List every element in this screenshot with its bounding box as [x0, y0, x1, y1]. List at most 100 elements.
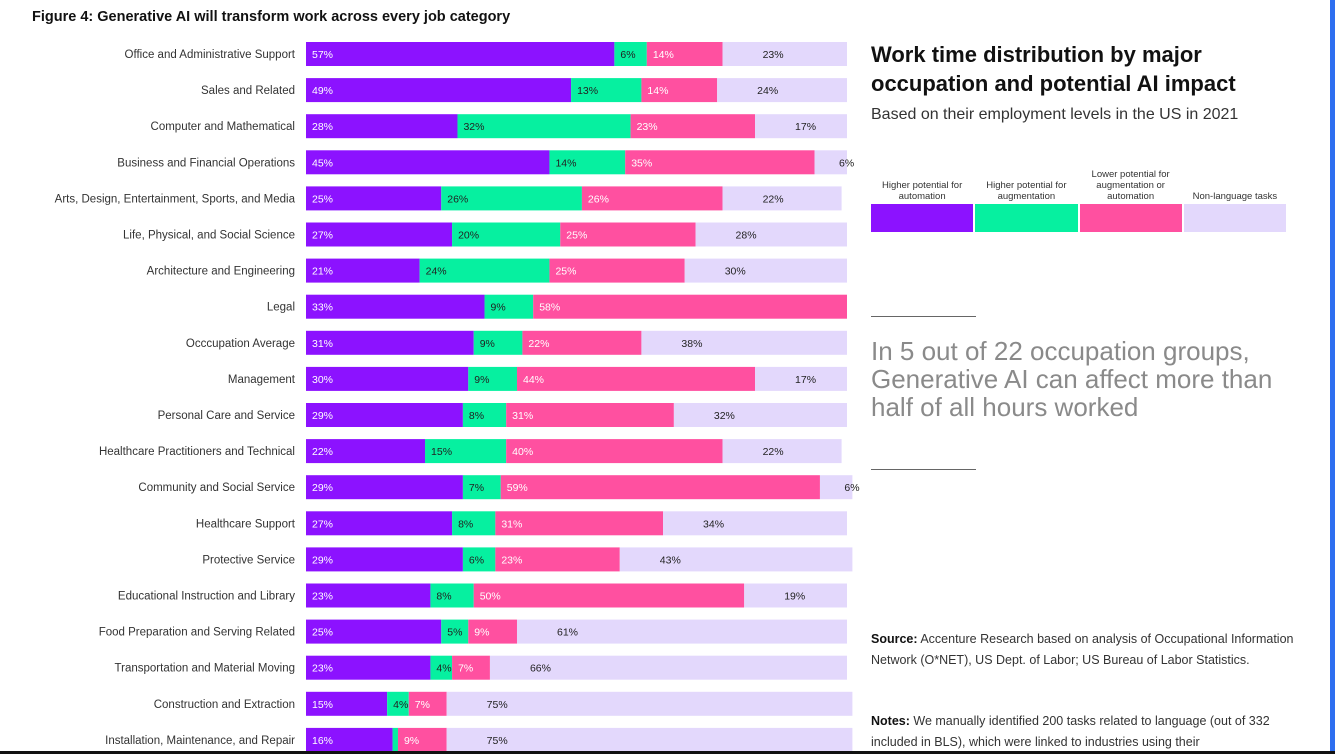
- bar-segment-educational-instruction-and-library-s0: [306, 583, 431, 608]
- data-label-educational-instruction-and-library-s1: 8%: [436, 591, 451, 603]
- bar-segment-computer-and-mathematical-s3: [755, 114, 847, 139]
- bar-segment-life-physical-and-social-science-s0: [306, 222, 453, 247]
- data-label-transportation-and-material-moving-s2: 7%: [458, 663, 473, 675]
- category-label-personal-care-and-service: Personal Care and Service: [158, 410, 295, 422]
- data-label-installation-maintenance-and-repair-s0: 16%: [312, 735, 333, 747]
- data-label-protective-service-s0: 29%: [312, 554, 333, 566]
- data-label-legal-s2: 58%: [539, 302, 560, 314]
- bar-segment-community-and-social-service-s0: [306, 475, 463, 500]
- bar-segment-business-and-financial-operations-s0: [306, 150, 550, 175]
- quote-rule-bottom: [871, 469, 976, 470]
- notes-text: We manually identified 200 tasks related…: [871, 714, 1270, 749]
- data-label-construction-and-extraction-s1: 4%: [393, 699, 408, 711]
- data-label-occcupation-average-s0: 31%: [312, 338, 333, 350]
- data-label-business-and-financial-operations-s0: 45%: [312, 157, 333, 169]
- data-label-arts-design-entertainment-sports-and-media-s2: 26%: [588, 193, 609, 205]
- bar-segment-educational-instruction-and-library-s1: [430, 583, 474, 608]
- data-label-computer-and-mathematical-s2: 23%: [637, 121, 658, 133]
- bar-segment-office-and-administrative-support-s1: [614, 42, 647, 66]
- bar-segment-business-and-financial-operations-s2: [625, 150, 815, 175]
- bar-segment-healthcare-practitioners-and-technical-s0: [306, 439, 426, 464]
- data-label-installation-maintenance-and-repair-s2: 9%: [404, 735, 419, 747]
- bar-segment-management-s3: [755, 366, 847, 391]
- bar-segment-management-s2: [516, 366, 756, 391]
- bar-segment-arts-design-entertainment-sports-and-media-s3: [722, 186, 842, 211]
- side-title: Work time distribution by major occupati…: [871, 42, 1236, 96]
- data-label-business-and-financial-operations-s3: 6%: [839, 157, 854, 169]
- data-label-management-s3: 17%: [795, 374, 816, 386]
- bar-segment-occcupation-average-s0: [306, 330, 474, 355]
- bar-segment-life-physical-and-social-science-s2: [560, 222, 696, 247]
- data-label-construction-and-extraction-s2: 7%: [415, 699, 430, 711]
- bar-segment-healthcare-practitioners-and-technical-s2: [506, 439, 723, 464]
- bar-segment-sales-and-related-s2: [641, 78, 718, 103]
- bar-segment-arts-design-entertainment-sports-and-media-s0: [306, 186, 442, 211]
- data-label-healthcare-support-s0: 27%: [312, 518, 333, 530]
- data-label-community-and-social-service-s0: 29%: [312, 482, 333, 494]
- category-label-computer-and-mathematical: Computer and Mathematical: [151, 121, 295, 133]
- category-label-educational-instruction-and-library: Educational Instruction and Library: [118, 591, 295, 603]
- data-label-healthcare-practitioners-and-technical-s1: 15%: [431, 446, 452, 458]
- data-label-life-physical-and-social-science-s1: 20%: [458, 230, 479, 242]
- data-label-occcupation-average-s2: 22%: [528, 338, 549, 350]
- data-label-healthcare-practitioners-and-technical-s2: 40%: [512, 446, 533, 458]
- window-edge: [1330, 0, 1335, 754]
- bar-segment-food-preparation-and-serving-related-s0: [306, 619, 442, 644]
- category-label-architecture-and-engineering: Architecture and Engineering: [147, 266, 295, 278]
- data-label-food-preparation-and-serving-related-s2: 9%: [474, 627, 489, 639]
- legend-swatch: [975, 204, 1078, 232]
- bar-segment-healthcare-support-s3: [663, 511, 847, 536]
- data-label-sales-and-related-s3: 24%: [757, 85, 778, 97]
- bar-segment-community-and-social-service-s2: [500, 475, 820, 500]
- bar-segment-food-preparation-and-serving-related-s1: [441, 619, 469, 644]
- data-label-computer-and-mathematical-s1: 32%: [463, 121, 484, 133]
- bar-segment-sales-and-related-s1: [571, 78, 642, 103]
- bar-segment-computer-and-mathematical-s0: [306, 114, 458, 139]
- bar-segment-arts-design-entertainment-sports-and-media-s2: [581, 186, 723, 211]
- data-label-installation-maintenance-and-repair-s3: 75%: [487, 735, 508, 747]
- bar-segment-office-and-administrative-support-s2: [646, 42, 723, 66]
- bar-segment-protective-service-s0: [306, 547, 463, 572]
- bar-segment-healthcare-support-s2: [495, 511, 664, 536]
- data-label-arts-design-entertainment-sports-and-media-s1: 26%: [447, 193, 468, 205]
- data-label-business-and-financial-operations-s2: 35%: [631, 157, 652, 169]
- legend-item-3: Non-language tasks: [1183, 166, 1286, 232]
- data-label-life-physical-and-social-science-s0: 27%: [312, 230, 333, 242]
- bar-segment-life-physical-and-social-science-s1: [452, 222, 561, 247]
- bar-segment-community-and-social-service-s3: [819, 475, 853, 500]
- bar-segment-business-and-financial-operations-s3: [814, 150, 847, 175]
- data-label-healthcare-practitioners-and-technical-s0: 22%: [312, 446, 333, 458]
- data-label-food-preparation-and-serving-related-s0: 25%: [312, 627, 333, 639]
- bar-segment-legal-s2: [533, 294, 847, 319]
- category-label-community-and-social-service: Community and Social Service: [138, 482, 295, 494]
- figure-title: Figure 4: Generative AI will transform w…: [32, 9, 511, 25]
- notes-label: Notes:: [871, 714, 910, 728]
- bar-segment-food-preparation-and-serving-related-s2: [468, 619, 517, 644]
- bar-segment-occcupation-average-s1: [473, 330, 523, 355]
- data-label-architecture-and-engineering-s2: 25%: [555, 266, 576, 278]
- legend-swatch: [871, 204, 974, 232]
- data-label-food-preparation-and-serving-related-s1: 5%: [447, 627, 462, 639]
- data-label-life-physical-and-social-science-s2: 25%: [566, 230, 587, 242]
- bar-segment-educational-instruction-and-library-s2: [473, 583, 745, 608]
- category-label-life-physical-and-social-science: Life, Physical, and Social Science: [123, 230, 295, 242]
- bar-segment-personal-care-and-service-s0: [306, 403, 463, 427]
- side-subtitle: Based on their employment levels in the …: [871, 106, 1239, 123]
- data-label-educational-instruction-and-library-s3: 19%: [784, 591, 805, 603]
- category-label-sales-and-related: Sales and Related: [201, 85, 295, 97]
- data-label-personal-care-and-service-s0: 29%: [312, 410, 333, 422]
- bar-segment-office-and-administrative-support-s3: [722, 42, 847, 66]
- bar-segment-legal-s0: [306, 294, 485, 319]
- bar-segment-management-s1: [468, 366, 517, 391]
- data-label-construction-and-extraction-s0: 15%: [312, 699, 333, 711]
- data-label-community-and-social-service-s3: 6%: [844, 482, 859, 494]
- category-label-healthcare-practitioners-and-technical: Healthcare Practitioners and Technical: [99, 446, 295, 458]
- bar-segment-personal-care-and-service-s2: [506, 403, 674, 427]
- bar-segment-arts-design-entertainment-sports-and-media-s1: [441, 186, 582, 211]
- data-label-office-and-administrative-support-s3: 23%: [763, 49, 784, 61]
- bar-segment-occcupation-average-s2: [522, 330, 642, 355]
- bar-segment-personal-care-and-service-s3: [673, 403, 847, 427]
- category-label-healthcare-support: Healthcare Support: [196, 518, 296, 530]
- category-label-arts-design-entertainment-sports-and-media: Arts, Design, Entertainment, Sports, and…: [55, 193, 296, 205]
- legend-swatch: [1079, 204, 1182, 232]
